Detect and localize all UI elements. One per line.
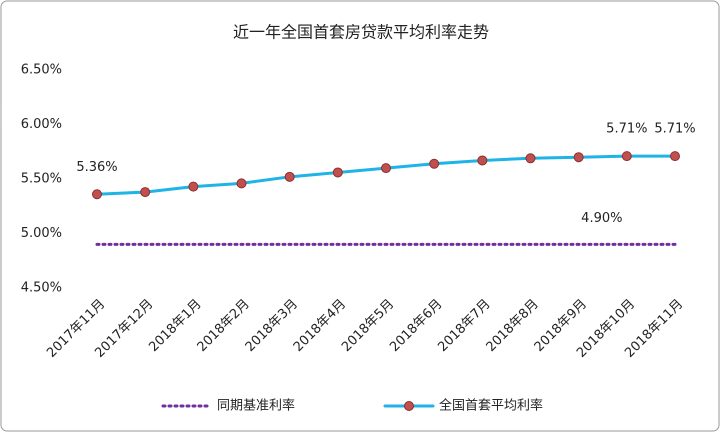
y-tick-label: 6.50% <box>21 63 62 78</box>
data-label: 5.36% <box>76 160 117 175</box>
legend-label: 全国首套平均利率 <box>439 398 543 414</box>
point <box>670 151 680 162</box>
y-tick-label: 5.00% <box>21 226 62 241</box>
legend-label: 同期基准利率 <box>217 398 295 414</box>
point <box>429 158 440 169</box>
point <box>332 167 343 178</box>
data-label: 5.71% <box>654 122 695 137</box>
point <box>621 151 632 162</box>
point <box>525 153 536 164</box>
y-tick-label: 5.50% <box>21 172 62 187</box>
point <box>477 155 488 166</box>
point <box>236 178 247 189</box>
point <box>92 189 102 200</box>
point <box>573 152 584 163</box>
y-tick-label: 4.50% <box>21 281 62 296</box>
point <box>188 181 199 192</box>
y-tick-label: 6.00% <box>21 117 62 132</box>
point <box>140 187 151 198</box>
legend-marker <box>404 401 414 411</box>
chart-title: 近一年全国首套房贷款平均利率走势 <box>233 23 489 42</box>
point <box>381 163 391 174</box>
data-label: 5.71% <box>606 122 647 137</box>
point <box>284 171 295 182</box>
data-label: 4.90% <box>581 211 622 226</box>
